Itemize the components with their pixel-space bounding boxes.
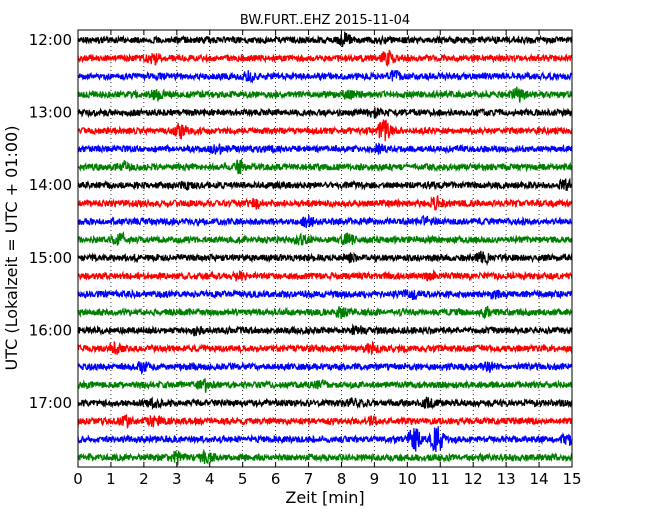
trace-lines (77, 31, 573, 466)
x-tick-label: 6 (271, 470, 281, 488)
trace-1430 (77, 214, 573, 229)
trace-1730 (77, 426, 573, 452)
y-axis-label: UTC (Lokalzeit = UTC + 01:00) (2, 126, 21, 371)
trace-1515 (77, 269, 573, 282)
trace-1445 (77, 230, 573, 246)
x-tick-label: 4 (205, 470, 215, 488)
x-tick-label: 0 (73, 470, 83, 488)
trace-1700 (77, 396, 573, 411)
plot-frame (77, 29, 573, 468)
trace-1500 (77, 250, 573, 267)
trace-1715 (77, 413, 573, 430)
trace-1530 (77, 288, 573, 301)
x-tick-label: 1 (106, 470, 116, 488)
y-axis-ticks: 12:00 13:00 14:00 15:00 16:00 17:00 (29, 31, 572, 412)
grid-lines (110, 30, 540, 467)
trace-1300 (77, 107, 573, 119)
x-tick-label: 10 (398, 470, 417, 488)
x-tick-label: 13 (497, 470, 516, 488)
y-tick-label: 17:00 (29, 394, 72, 412)
x-tick-label: 3 (172, 470, 182, 488)
x-tick-label: 5 (238, 470, 248, 488)
trace-1415 (77, 195, 573, 211)
x-tick-label: 15 (562, 470, 581, 488)
trace-1230 (77, 69, 573, 84)
trace-1200 (77, 31, 573, 47)
trace-1545 (77, 305, 573, 320)
trace-1745 (77, 448, 573, 466)
y-tick-label: 12:00 (29, 31, 72, 49)
trace-1400 (77, 177, 573, 192)
x-axis-label: Zeit [min] (285, 488, 364, 507)
trace-1600 (77, 323, 573, 337)
y-tick-label: 16:00 (29, 321, 72, 339)
trace-1630 (77, 360, 573, 375)
trace-1615 (77, 340, 573, 356)
trace-1245 (77, 86, 573, 103)
x-axis-ticks: 0 1 2 3 4 5 6 7 8 9 10 11 12 13 14 15 (73, 30, 582, 488)
x-tick-label: 9 (370, 470, 380, 488)
x-tick-label: 7 (304, 470, 314, 488)
chart-title: BW.FURT..EHZ 2015-11-04 (240, 13, 410, 28)
y-tick-label: 14:00 (29, 176, 72, 194)
trace-1345 (77, 158, 573, 176)
x-tick-label: 2 (139, 470, 149, 488)
y-tick-label: 13:00 (29, 104, 72, 122)
trace-1330 (77, 142, 573, 156)
x-tick-label: 12 (464, 470, 483, 488)
y-tick-label: 15:00 (29, 249, 72, 267)
x-tick-label: 8 (337, 470, 347, 488)
trace-1315 (77, 119, 573, 142)
x-tick-label: 11 (431, 470, 450, 488)
trace-1645 (77, 378, 573, 393)
x-tick-label: 14 (530, 470, 549, 488)
trace-1215 (77, 49, 573, 67)
